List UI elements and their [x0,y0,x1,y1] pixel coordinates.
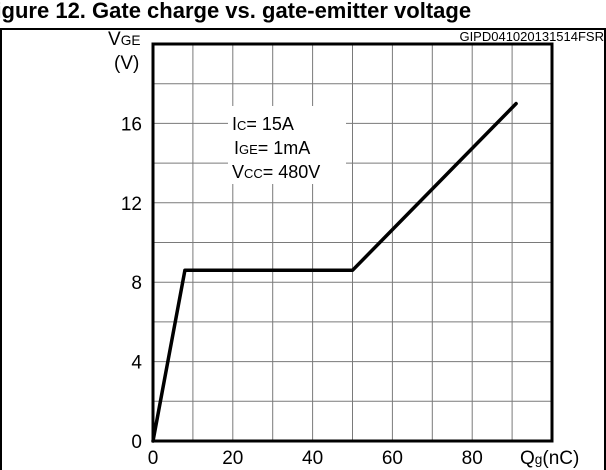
y-tick-label: 16 [121,114,142,135]
plot-area-border [151,42,554,443]
annotation-background [228,106,346,184]
frame-left-border [0,28,2,470]
x-axis-label: Qg(nC) [520,448,579,469]
annotation-line: IC= 15A [232,114,294,134]
y-tick-label: 4 [131,353,142,374]
frame-right-border [604,28,606,470]
y-axis-label: VGE [108,29,140,50]
x-tick-label: 0 [148,448,159,469]
y-tick-label: 12 [121,194,142,215]
figure-code: GIPD041020131514FSR [459,29,604,44]
x-tick-label: 60 [382,448,403,469]
x-tick-label: 80 [462,448,483,469]
x-tick-label: 40 [302,448,323,469]
tick-labels: 0 4 8 12 16 0 20 40 60 80 [121,114,483,469]
test-conditions-annotation: IC= 15A IGE= 1mA VCC= 480V [228,106,346,184]
y-tick-label: 0 [131,432,142,453]
y-tick-label: 8 [131,273,142,294]
series-line [151,101,518,443]
grid [152,43,553,442]
header-rule [0,28,606,30]
figure-header: Figure 12. Gate charge vs. gate-emitter … [0,0,606,30]
figure-title: Figure 12. Gate charge vs. gate-emitter … [0,0,472,23]
annotation-line: IGE= 1mA [234,138,310,158]
y-axis-unit: (V) [114,53,139,74]
axis-labels: VGE (V) Qg(nC) [108,29,579,469]
annotation-line: VCC= 480V [232,162,320,182]
x-tick-label: 20 [222,448,243,469]
